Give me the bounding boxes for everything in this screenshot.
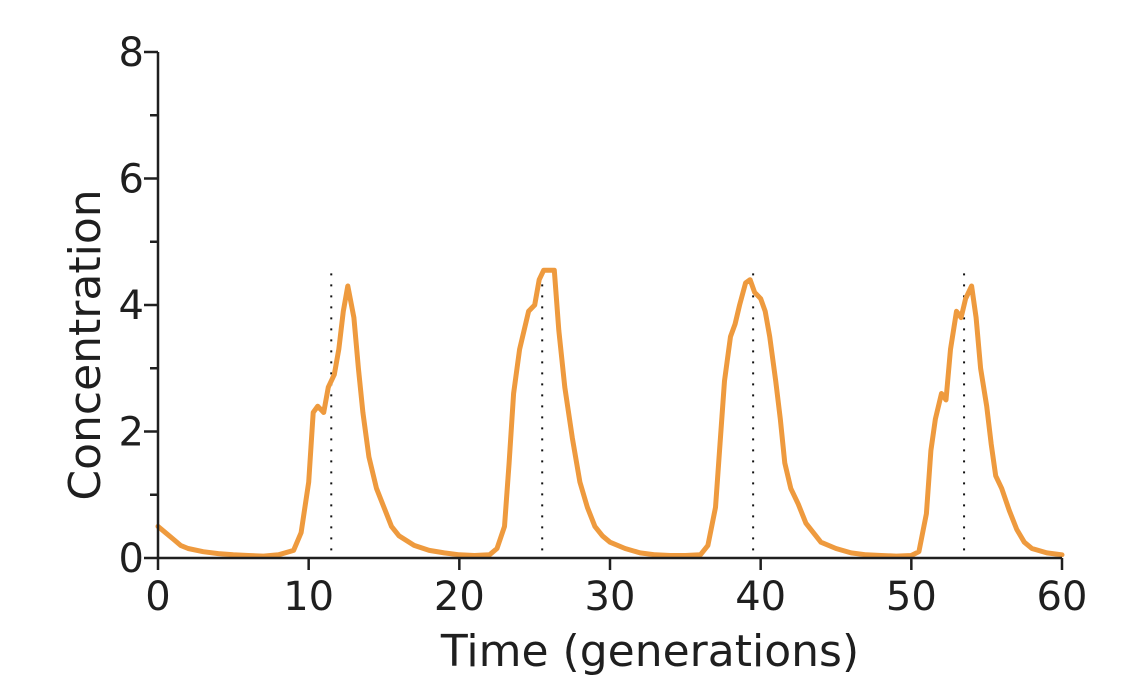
y-tick-label: 2 [119, 410, 144, 456]
y-tick-label: 0 [119, 536, 144, 582]
y-axis-ticks: 0 2 4 6 8 [119, 30, 158, 582]
x-tick-label: 30 [585, 574, 636, 620]
x-tick-label: 10 [283, 574, 334, 620]
reference-lines [330, 273, 966, 558]
x-tick-label: 50 [886, 574, 937, 620]
x-tick-label: 0 [145, 574, 170, 620]
y-tick-label: 8 [119, 30, 144, 76]
y-tick-label: 4 [119, 283, 144, 329]
x-tick-label: 60 [1037, 574, 1088, 620]
series-layer [155, 267, 1065, 559]
x-tick-label: 40 [735, 574, 786, 620]
x-axis-label: Time (generations) [440, 626, 859, 677]
x-tick-label: 20 [434, 574, 485, 620]
y-tick-label: 6 [119, 157, 144, 203]
x-axis-ticks: 0 10 20 30 40 50 60 [145, 558, 1087, 620]
y-axis-label: Concentration [60, 189, 111, 500]
concentration-series-line [155, 267, 1065, 559]
